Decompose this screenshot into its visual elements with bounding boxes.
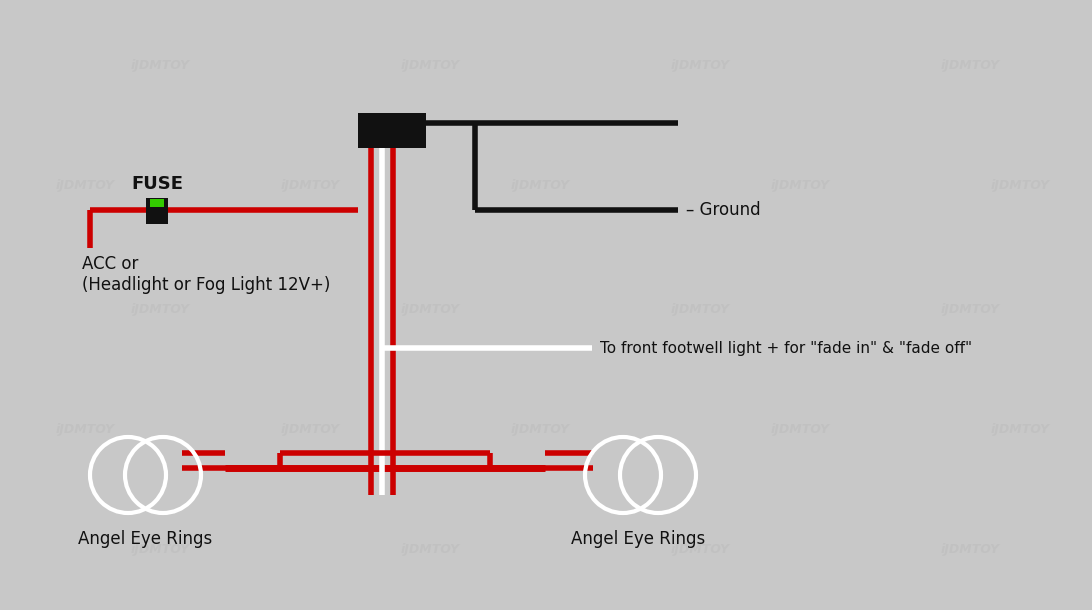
- Text: ACC or
(Headlight or Fog Light 12V+): ACC or (Headlight or Fog Light 12V+): [82, 255, 331, 294]
- Text: Angel Eye Rings: Angel Eye Rings: [571, 530, 705, 548]
- Text: iJDMTOY: iJDMTOY: [510, 179, 570, 192]
- Text: iJDMTOY: iJDMTOY: [670, 59, 729, 71]
- Text: iJDMTOY: iJDMTOY: [56, 179, 115, 192]
- Text: iJDMTOY: iJDMTOY: [670, 304, 729, 317]
- Text: iJDMTOY: iJDMTOY: [131, 59, 190, 71]
- Text: iJDMTOY: iJDMTOY: [131, 544, 190, 556]
- Text: iJDMTOY: iJDMTOY: [940, 59, 999, 71]
- Bar: [358, 113, 426, 148]
- Text: iJDMTOY: iJDMTOY: [990, 179, 1049, 192]
- Text: FUSE: FUSE: [131, 175, 183, 193]
- Text: iJDMTOY: iJDMTOY: [56, 423, 115, 437]
- Text: iJDMTOY: iJDMTOY: [990, 423, 1049, 437]
- Text: To front footwell light + for "fade in" & "fade off": To front footwell light + for "fade in" …: [600, 340, 972, 356]
- Bar: [150, 199, 164, 207]
- Text: iJDMTOY: iJDMTOY: [281, 423, 340, 437]
- Text: iJDMTOY: iJDMTOY: [771, 423, 830, 437]
- Text: iJDMTOY: iJDMTOY: [401, 544, 460, 556]
- Text: iJDMTOY: iJDMTOY: [940, 304, 999, 317]
- Text: Angel Eye Rings: Angel Eye Rings: [78, 530, 212, 548]
- Text: iJDMTOY: iJDMTOY: [401, 304, 460, 317]
- Text: iJDMTOY: iJDMTOY: [401, 59, 460, 71]
- Text: iJDMTOY: iJDMTOY: [940, 544, 999, 556]
- Text: iJDMTOY: iJDMTOY: [281, 179, 340, 192]
- Bar: [146, 198, 168, 224]
- Text: iJDMTOY: iJDMTOY: [771, 179, 830, 192]
- Text: iJDMTOY: iJDMTOY: [510, 423, 570, 437]
- Text: iJDMTOY: iJDMTOY: [670, 544, 729, 556]
- Text: iJDMTOY: iJDMTOY: [131, 304, 190, 317]
- Text: – Ground: – Ground: [686, 201, 761, 219]
